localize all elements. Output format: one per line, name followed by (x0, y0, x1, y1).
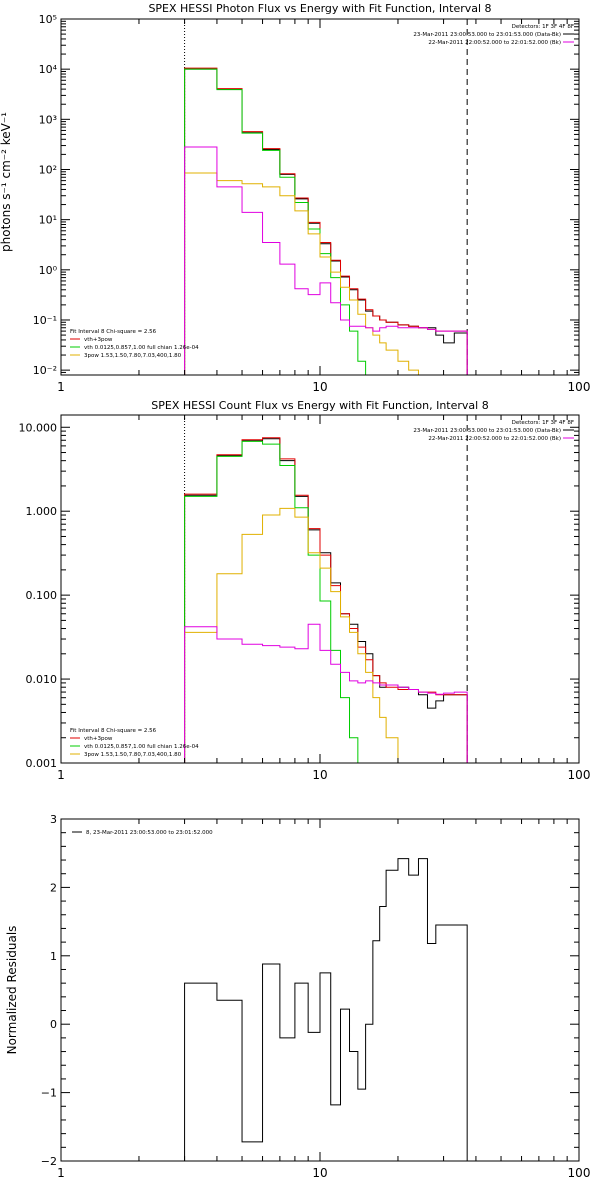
photon-flux-series-2 (184, 68, 468, 375)
count-flux-ytick-label: 0.010 (26, 673, 58, 686)
photon-flux-ytick-label: 10⁻² (33, 364, 57, 377)
photon-flux-series-3 (184, 172, 468, 375)
photon-flux-xtick-label: 1 (57, 380, 65, 394)
count-flux-series-3 (184, 507, 468, 763)
photon-flux-ytick-label: 10⁴ (39, 63, 58, 76)
residuals-ytick-label: 1 (50, 950, 57, 963)
photon-flux-legend-top-right: Detectors: 1F 3F 4F 8F 23-Mar-2011 23:00… (413, 24, 574, 46)
legend-detectors: Detectors: 1F 3F 4F 8F (512, 24, 574, 30)
photon-flux-panel: SPEX HESSI Photon Flux vs Energy with Fi… (0, 2, 590, 394)
legend-3pow: 3pow 1.53,1.50,7.80,7.03,400,1.80 (84, 353, 182, 359)
count-flux-series-4 (184, 623, 468, 763)
photon-flux-ytick-label: 10⁰ (39, 264, 58, 277)
legend-vth: vth 0.0125,0.857,1.00 full chian 1.26e-0… (84, 345, 199, 351)
legend-data-bk: 23-Mar-2011 23:00:53.000 to 23:01:53.000… (413, 428, 561, 434)
photon-flux-series-0 (184, 68, 468, 375)
residuals-ytick-label: 3 (50, 813, 57, 826)
photon-flux-ylabel: photons s⁻¹ cm⁻² keV⁻¹ (0, 112, 13, 252)
photon-flux-ytick-label: 10¹ (39, 214, 57, 227)
count-flux-ytick-label: 10.000 (19, 421, 58, 434)
legend-3pow: 3pow 1.53,1.50,7.80,7.03,400,1.80 (84, 752, 182, 758)
photon-flux-legend-bottom-left: Fit Interval 8 Chi-square = 2.56 vth+3po… (70, 329, 199, 359)
legend-bk: 22-Mar-2011 22:00:52.000 to 22:01:52.000… (428, 40, 561, 46)
legend-detectors: Detectors: 1F 3F 4F 8F (512, 420, 574, 426)
count-flux-ytick-label: 1.000 (26, 505, 58, 518)
legend-data-bk: 23-Mar-2011 23:00:53.000 to 23:01:53.000… (413, 32, 561, 38)
legend-residual: 8, 23-Mar-2011 23:00:53.000 to 23:01:52.… (86, 830, 213, 836)
residuals-xtick-label: 1 (57, 1166, 65, 1180)
count-flux-series-2 (184, 440, 468, 763)
photon-flux-series-1 (184, 67, 468, 375)
count-flux-series-1 (184, 437, 468, 763)
photon-flux-frame (60, 18, 580, 376)
residuals-legend: 8, 23-Mar-2011 23:00:53.000 to 23:01:52.… (72, 830, 213, 836)
legend-fit-interval: Fit Interval 8 Chi-square = 2.56 (70, 329, 157, 335)
legend-vth: vth 0.0125,0.857,1.00 full chian 1.26e-0… (84, 744, 199, 750)
count-flux-panel: SPEX HESSI Count Flux vs Energy with Fit… (19, 399, 591, 782)
residuals-ytick-label: 0 (50, 1018, 57, 1031)
photon-flux-title: SPEX HESSI Photon Flux vs Energy with Fi… (148, 2, 491, 15)
residuals-ytick-label: 2 (50, 881, 57, 894)
count-flux-legend-bottom-left: Fit Interval 8 Chi-square = 2.56 vth+3po… (70, 728, 199, 758)
residuals-ylabel: Normalized Residuals (5, 926, 19, 1055)
photon-flux-xtick-label: 10 (312, 380, 327, 394)
count-flux-xtick-label: 10 (312, 768, 327, 782)
count-flux-xtick-label: 1 (57, 768, 65, 782)
residuals-panel: Normalized Residuals 1 10 100 −2 −1 0 1 2 3 8, 2… (5, 813, 590, 1180)
photon-flux-ytick-label: 10⁵ (39, 13, 57, 26)
residuals-xtick-label: 100 (568, 1166, 591, 1180)
photon-flux-ytick-label: 10² (39, 163, 57, 176)
residuals-series-0 (184, 858, 468, 1161)
count-flux-xtick-label: 100 (568, 768, 591, 782)
photon-flux-ytick-label: 10³ (39, 113, 57, 126)
photon-flux-series-4 (184, 146, 468, 375)
legend-fit-interval: Fit Interval 8 Chi-square = 2.56 (70, 728, 157, 734)
residuals-xtick-label: 10 (312, 1166, 327, 1180)
count-flux-ytick-label: 0.001 (26, 757, 58, 770)
legend-bk: 22-Mar-2011 22:00:52.000 to 22:01:52.000… (428, 436, 561, 442)
photon-flux-ytick-label: 10⁻¹ (33, 314, 57, 327)
count-flux-ytick-label: 0.100 (26, 589, 58, 602)
legend-vth3pow: vth+3pow (84, 337, 113, 343)
residuals-ytick-label: −1 (41, 1087, 57, 1100)
residuals-ytick-label: −2 (41, 1155, 57, 1168)
legend-vth3pow: vth+3pow (84, 736, 113, 742)
count-flux-legend-top-right: Detectors: 1F 3F 4F 8F 23-Mar-2011 23:00… (413, 420, 574, 442)
count-flux-title: SPEX HESSI Count Flux vs Energy with Fit… (151, 399, 488, 412)
photon-flux-xtick-label: 100 (568, 380, 591, 394)
